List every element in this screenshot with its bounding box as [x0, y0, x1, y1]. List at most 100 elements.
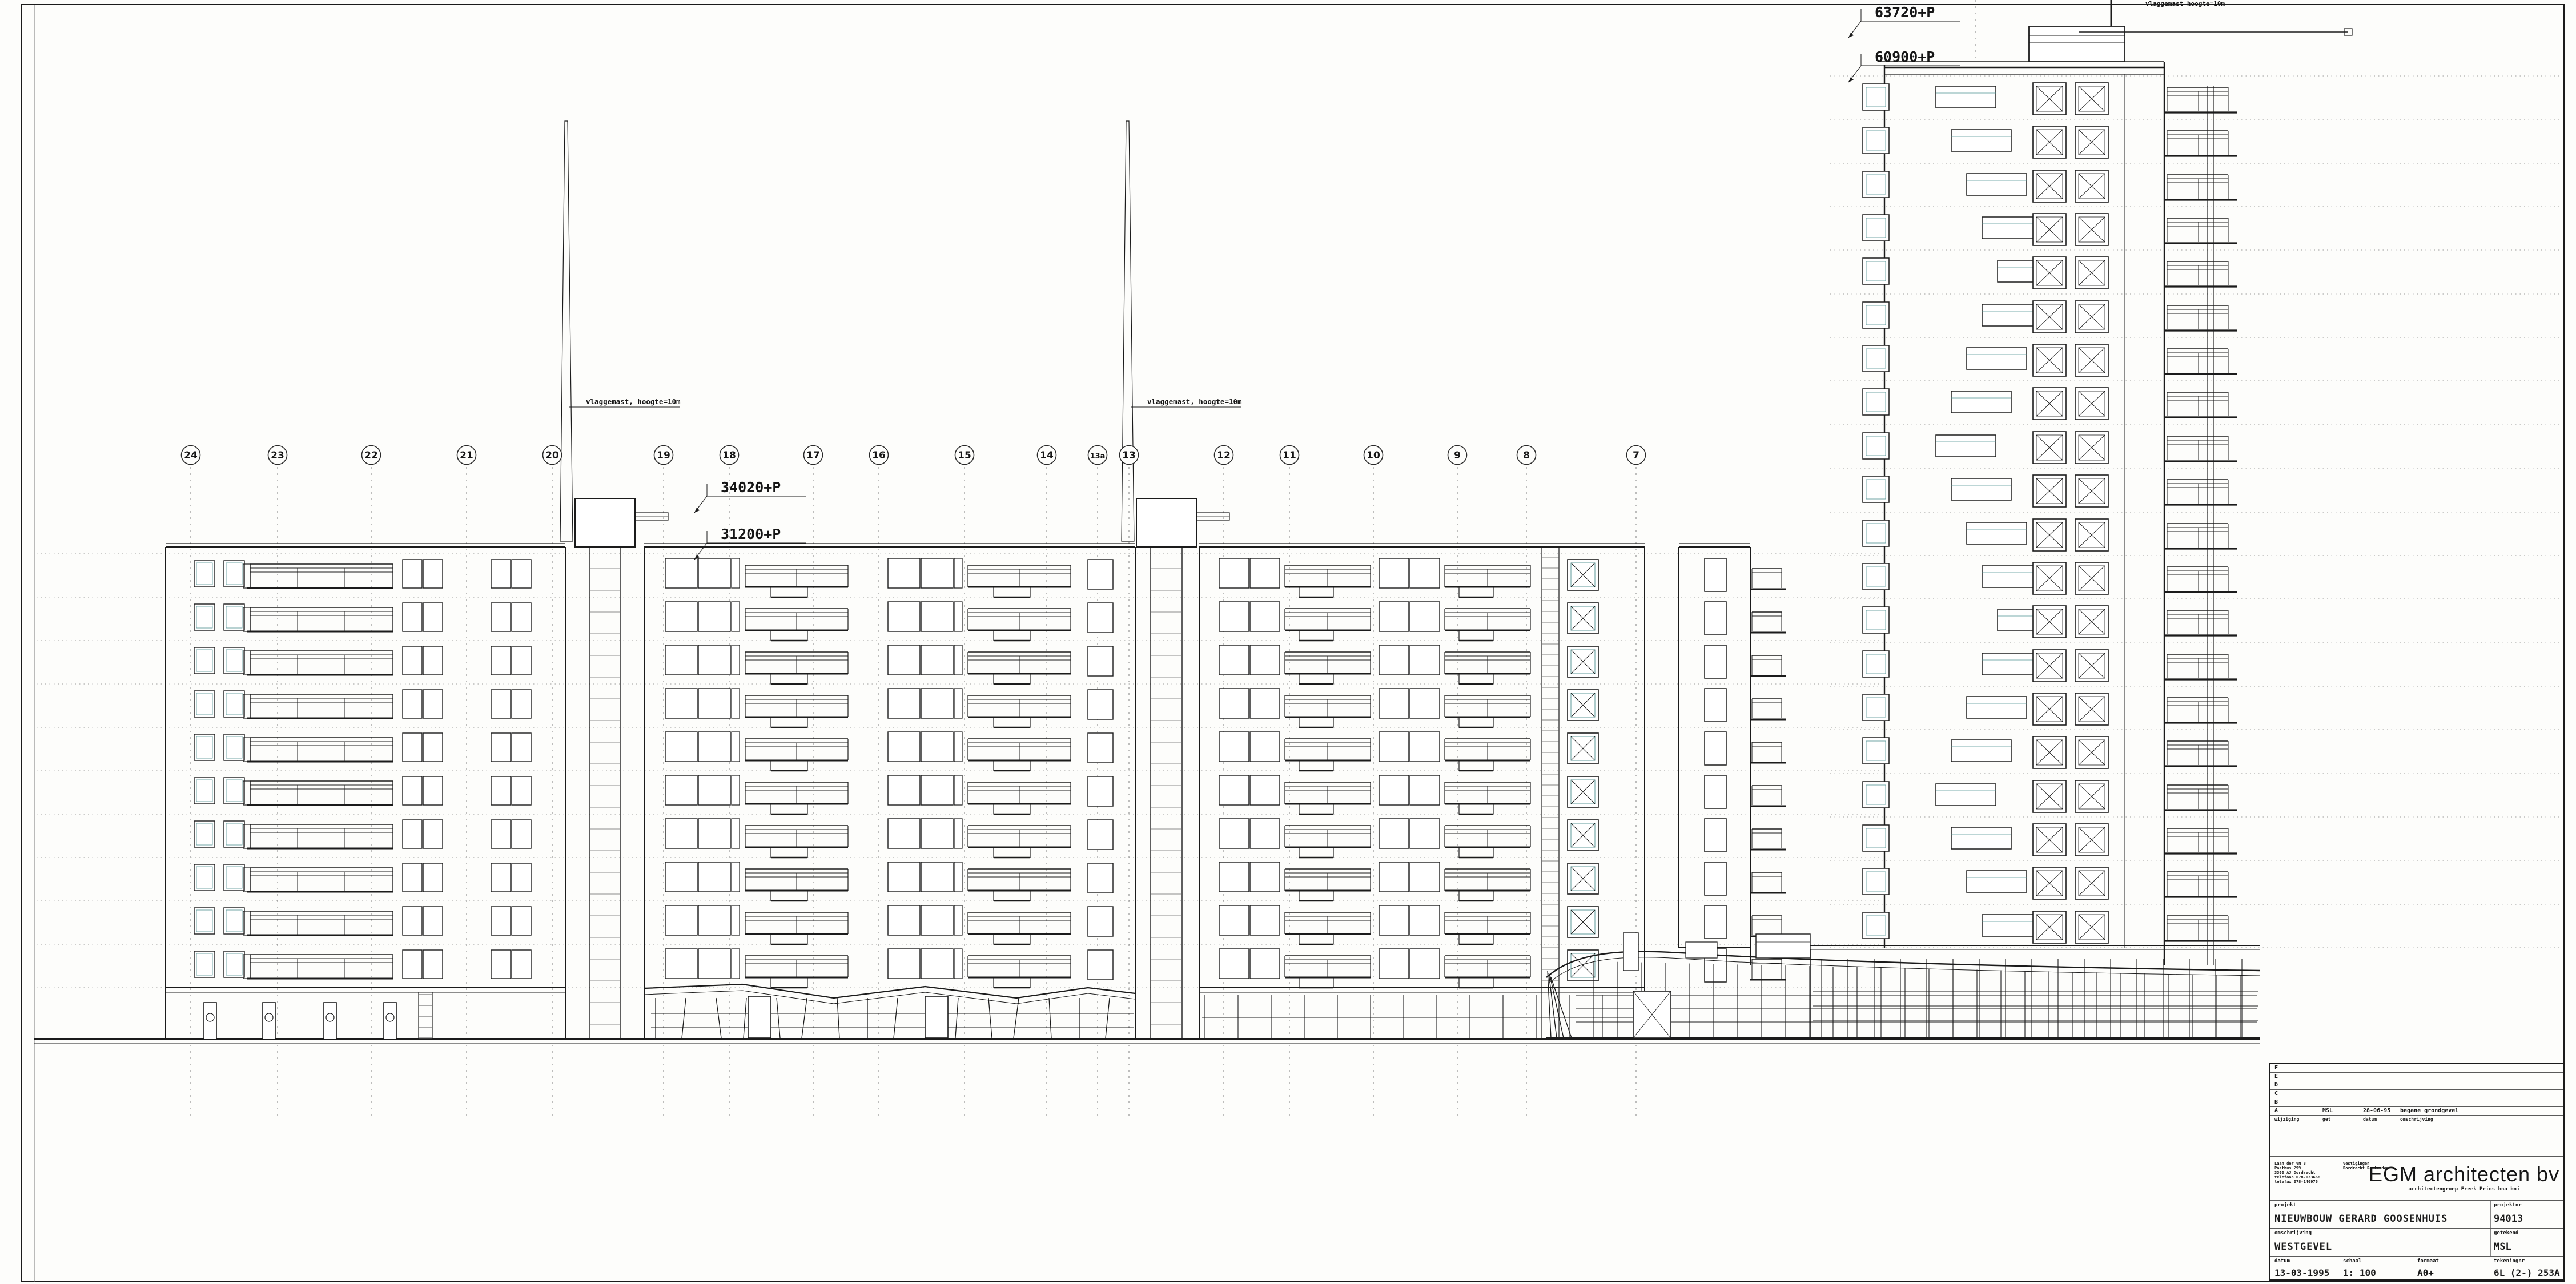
svg-text:13a: 13a	[1090, 452, 1106, 461]
firm-offices: vestigingen Dordrecht Rotterdam	[2343, 1161, 2389, 1170]
svg-text:10: 10	[1367, 450, 1380, 461]
revision-header-description: omschrijving	[2400, 1117, 2433, 1122]
revision-row: E	[2270, 1073, 2563, 1081]
svg-text:15: 15	[958, 450, 971, 461]
project-row: projekt NIEUWBOUW GERARD GOOSENHUIS proj…	[2270, 1201, 2563, 1229]
svg-text:14: 14	[1040, 450, 1054, 461]
grid-bubble-17: 17	[803, 445, 823, 465]
drawingnr-label: tekeningnr	[2494, 1258, 2525, 1264]
revision-code: D	[2274, 1082, 2278, 1088]
firm-address-line: telefoon 078-133666	[2274, 1175, 2321, 1180]
format-label: formaat	[2417, 1258, 2439, 1264]
svg-text:vlaggemast hoogte=10m: vlaggemast hoogte=10m	[2145, 0, 2225, 7]
revision-code: C	[2274, 1090, 2278, 1097]
grid-bubbles: 24 23 22 21 20 19 18 17 16 15 14 13a 13 12 11 10 9 8 7	[180, 445, 1646, 465]
scale-cell: schaal 1: 100	[2343, 1257, 2406, 1281]
left-block	[165, 543, 566, 1040]
svg-text:20: 20	[545, 450, 559, 461]
svg-text:60900+P: 60900+P	[1875, 49, 1935, 65]
date-label: datum	[2274, 1258, 2290, 1264]
projectnr-value: 94013	[2494, 1213, 2523, 1225]
grid-bubble-18: 18	[719, 445, 740, 465]
revision-row: D	[2270, 1081, 2563, 1090]
grid-bubble-14: 14	[1036, 445, 1057, 465]
grid-bubble-9: 9	[1447, 445, 1468, 465]
grid-bubble-8: 8	[1516, 445, 1537, 465]
scale-value: 1: 100	[2343, 1267, 2376, 1278]
revision-row: F	[2270, 1064, 2563, 1073]
svg-text:9: 9	[1454, 450, 1461, 461]
svg-text:13: 13	[1122, 450, 1136, 461]
revision-date: 28-06-95	[2363, 1108, 2391, 1114]
firm-address-line: Laan der VN 8	[2274, 1161, 2306, 1166]
revision-description: begane grondgevel	[2400, 1108, 2459, 1114]
grid-bubble-12: 12	[1213, 445, 1234, 465]
mid-block	[644, 543, 1136, 1040]
grid-bubble-11: 11	[1279, 445, 1300, 465]
grid-bubble-13: 13	[1119, 445, 1139, 465]
elevation-markers: 63720+P 60900+P 34020+P 31200+P	[694, 4, 1960, 560]
svg-text:12: 12	[1217, 450, 1231, 461]
project-label: projekt	[2274, 1202, 2296, 1208]
drawn-label: getekend	[2494, 1230, 2519, 1236]
revision-row-a: A MSL 28-06-95 begane grondgevel	[2270, 1107, 2563, 1116]
grid-bubble-13a: 13a	[1087, 445, 1108, 465]
svg-text:16: 16	[872, 450, 886, 461]
description-label: omschrijving	[2274, 1230, 2312, 1236]
svg-text:17: 17	[806, 450, 820, 461]
svg-text:34020+P: 34020+P	[721, 479, 781, 496]
date-scale-row: datum 13-03-1995 schaal 1: 100 formaat A…	[2270, 1257, 2563, 1281]
revision-header-date: datum	[2363, 1117, 2377, 1122]
grid-bubble-24: 24	[180, 445, 201, 465]
firm-offices-value: Dordrecht Rotterdam	[2343, 1166, 2389, 1170]
firm-name: EGM architecten bv	[2368, 1162, 2560, 1186]
column-divider	[2490, 1201, 2491, 1228]
revision-header-by: get	[2322, 1117, 2331, 1122]
revision-code: E	[2274, 1073, 2278, 1080]
revision-row: C	[2270, 1090, 2563, 1098]
firm-address: Laan der VN 8 Postbus 299 3300 AJ Dordrech…	[2274, 1161, 2320, 1184]
grid-bubble-16: 16	[869, 445, 889, 465]
description-value: WESTGEVEL	[2274, 1241, 2333, 1253]
grid-bubble-15: 15	[954, 445, 975, 465]
ground-line	[34, 1038, 2260, 1044]
projectnr-label: projektnr	[2494, 1202, 2522, 1208]
svg-text:23: 23	[271, 450, 284, 461]
grid-bubble-20: 20	[542, 445, 562, 465]
grid-bubble-19: 19	[653, 445, 674, 465]
firm-address-line: 3300 AJ Dordrecht	[2274, 1170, 2316, 1175]
shaft: vlaggemast, hoogte=10m	[560, 120, 681, 1039]
svg-text:7: 7	[1633, 450, 1639, 461]
svg-text:vlaggemast, hoogte=10m: vlaggemast, hoogte=10m	[1147, 397, 1242, 406]
svg-text:18: 18	[722, 450, 736, 461]
date-value: 13-03-1995	[2274, 1267, 2330, 1278]
svg-text:21: 21	[460, 450, 473, 461]
format-cell: formaat A0+	[2417, 1257, 2486, 1281]
revision-code: B	[2274, 1099, 2278, 1105]
grid-bubble-21: 21	[456, 445, 477, 465]
svg-text:31200+P: 31200+P	[721, 526, 781, 542]
revision-spacer	[2270, 1124, 2563, 1157]
scale-label: schaal	[2343, 1258, 2362, 1264]
firm-subtitle: architectengroep Freek Prins bna bni	[2408, 1186, 2520, 1192]
revision-code: F	[2274, 1065, 2278, 1071]
curved-glass-plinth	[1546, 932, 2261, 1039]
drawingnr-value: 6L (2-) 253A	[2494, 1267, 2560, 1278]
grid-bubble-7: 7	[1626, 445, 1646, 465]
grid-bubble-23: 23	[267, 445, 288, 465]
firm-block: Laan der VN 8 Postbus 299 3300 AJ Dordrech…	[2270, 1157, 2563, 1201]
svg-text:22: 22	[364, 450, 378, 461]
svg-text:8: 8	[1523, 450, 1530, 461]
firm-address-line: telefax 078-140976	[2274, 1180, 2318, 1184]
shaft: vlaggemast, hoogte=10m	[1121, 120, 1242, 1039]
drawn-value: MSL	[2494, 1241, 2511, 1253]
revision-header-change: wijziging	[2274, 1117, 2300, 1122]
wing-grid7	[1678, 543, 1786, 983]
revision-by: MSL	[2322, 1108, 2333, 1114]
grid-bubble-10: 10	[1363, 445, 1384, 465]
svg-text:63720+P: 63720+P	[1875, 4, 1935, 21]
